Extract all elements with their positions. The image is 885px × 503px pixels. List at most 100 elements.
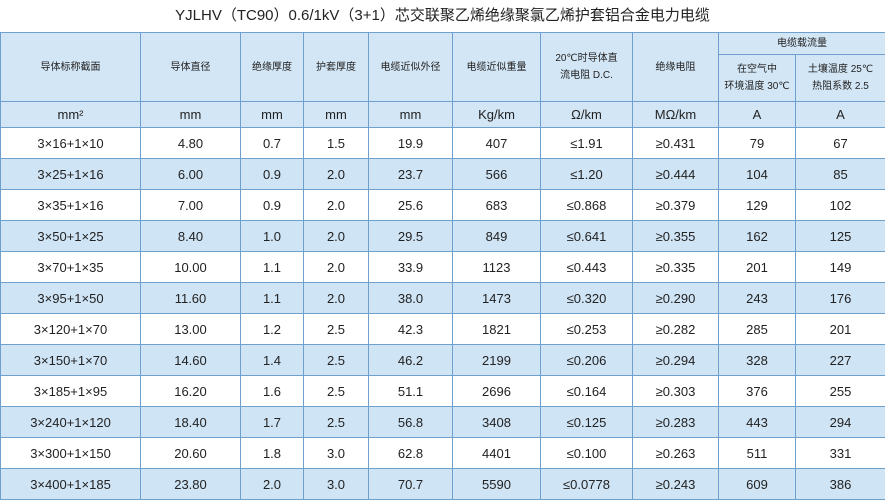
unit-cell: mm²: [0, 101, 141, 128]
data-cell: 1.1: [240, 282, 304, 314]
header-line: 电缆近似重量: [466, 61, 527, 73]
data-cell: 125: [795, 220, 885, 252]
data-cell: 3×35+1×16: [0, 189, 141, 221]
data-cell: 407: [452, 127, 541, 159]
data-cell: 5590: [452, 468, 541, 500]
data-cell: 1.1: [240, 251, 304, 283]
data-cell: 70.7: [368, 468, 453, 500]
data-cell: 0.9: [240, 189, 304, 221]
data-cell: ≥0.355: [632, 220, 719, 252]
data-row: 3×400+1×185 23.80 2.0 3.0 70.7 5590 ≤0.0778 ≥0.…: [0, 468, 885, 500]
data-cell: 2.0: [303, 282, 369, 314]
unit-cell: A: [795, 101, 885, 128]
data-cell: 1123: [452, 251, 541, 283]
data-cell: ≤0.100: [540, 437, 633, 469]
data-row: 3×16+1×10 4.80 0.7 1.5 19.9 407 ≤1.91 ≥0.431 79 6…: [0, 127, 885, 159]
data-cell: 62.8: [368, 437, 453, 469]
data-cell: ≥0.303: [632, 375, 719, 407]
data-cell: 2.5: [303, 406, 369, 438]
header-line: 绝缘电阻: [655, 61, 696, 73]
data-cell: 1821: [452, 313, 541, 345]
header-row: 导体标称截面 导体直径 绝缘厚度 护套厚度 电缆近似外径 电缆近似重量 20℃时导体直 流电阻…: [0, 32, 885, 102]
data-cell: 42.3: [368, 313, 453, 345]
header-cell: 绝缘电阻: [632, 32, 719, 102]
data-cell: 243: [718, 282, 796, 314]
data-cell: 3×240+1×120: [0, 406, 141, 438]
data-cell: 23.7: [368, 158, 453, 190]
unit-cell: mm: [140, 101, 241, 128]
data-cell: 20.60: [140, 437, 241, 469]
data-cell: 6.00: [140, 158, 241, 190]
data-cell: ≤0.206: [540, 344, 633, 376]
data-cell: ≤0.164: [540, 375, 633, 407]
unit-cell: mm: [303, 101, 369, 128]
data-cell: 79: [718, 127, 796, 159]
data-cell: 0.7: [240, 127, 304, 159]
data-cell: ≤1.91: [540, 127, 633, 159]
data-row: 3×70+1×35 10.00 1.1 2.0 33.9 1123 ≤0.443 ≥0.335…: [0, 251, 885, 283]
data-cell: 2.0: [303, 251, 369, 283]
data-row: 3×300+1×150 20.60 1.8 3.0 62.8 4401 ≤0.100 ≥0.2…: [0, 437, 885, 469]
data-cell: 201: [795, 313, 885, 345]
header-cell: 护套厚度: [303, 32, 369, 102]
data-cell: 13.00: [140, 313, 241, 345]
data-cell: 2199: [452, 344, 541, 376]
data-row: 3×120+1×70 13.00 1.2 2.5 42.3 1821 ≤0.253 ≥0.28…: [0, 313, 885, 345]
data-cell: 3×95+1×50: [0, 282, 141, 314]
header-group-cell: 电缆载流量: [718, 32, 885, 55]
data-cell: 255: [795, 375, 885, 407]
data-cell: 18.40: [140, 406, 241, 438]
data-cell: ≤0.320: [540, 282, 633, 314]
data-cell: 46.2: [368, 344, 453, 376]
data-cell: 2.5: [303, 313, 369, 345]
unit-cell: Kg/km: [452, 101, 541, 128]
data-row: 3×150+1×70 14.60 1.4 2.5 46.2 2199 ≤0.206 ≥0.29…: [0, 344, 885, 376]
data-cell: 19.9: [368, 127, 453, 159]
data-cell: 2.0: [303, 189, 369, 221]
data-row: 3×25+1×16 6.00 0.9 2.0 23.7 566 ≤1.20 ≥0.444 104…: [0, 158, 885, 190]
data-cell: 1.0: [240, 220, 304, 252]
data-cell: 14.60: [140, 344, 241, 376]
header-line: 电缆近似外径: [380, 61, 441, 73]
header-line: 导体直径: [170, 61, 211, 73]
data-cell: 1.5: [303, 127, 369, 159]
header-cell: 在空气中环境温度 30℃: [718, 54, 796, 102]
header-line: 环境温度 30℃: [724, 81, 790, 92]
data-cell: 201: [718, 251, 796, 283]
data-cell: 443: [718, 406, 796, 438]
data-cell: 85: [795, 158, 885, 190]
data-row: 3×50+1×25 8.40 1.0 2.0 29.5 849 ≤0.641 ≥0.355 16…: [0, 220, 885, 252]
header-row: 在空气中 环境温度 30℃ 土壤温度 25℃ 热阻系数 2.5: [1, 54, 885, 102]
header-line: 导体标称截面: [40, 61, 101, 73]
data-cell: 4.80: [140, 127, 241, 159]
data-row: 3×185+1×95 16.20 1.6 2.5 51.1 2696 ≤0.164 ≥0.30…: [0, 375, 885, 407]
data-cell: 3×185+1×95: [0, 375, 141, 407]
header-line: 热阻系数 2.5: [812, 81, 869, 92]
header-cell: 电缆近似外径: [368, 32, 453, 102]
data-cell: 2696: [452, 375, 541, 407]
data-cell: 1.2: [240, 313, 304, 345]
data-cell: ≤1.20: [540, 158, 633, 190]
unit-cell: MΩ/km: [632, 101, 719, 128]
data-cell: ≥0.335: [632, 251, 719, 283]
data-cell: 4401: [452, 437, 541, 469]
data-cell: 3.0: [303, 437, 369, 469]
cable-table: 导体标称截面 导体直径 绝缘厚度 护套厚度 电缆近似外径 电缆近似重量 20℃时导体直 流电阻…: [0, 32, 885, 500]
header-line: 20℃时导体直: [555, 53, 618, 64]
data-cell: 1473: [452, 282, 541, 314]
header-line: 在空气中: [737, 64, 777, 75]
data-cell: 0.9: [240, 158, 304, 190]
header-cell: 电缆近似重量: [452, 32, 541, 102]
data-cell: 294: [795, 406, 885, 438]
data-cell: 3×16+1×10: [0, 127, 141, 159]
header-line: 护套厚度: [316, 61, 356, 73]
data-cell: 25.6: [368, 189, 453, 221]
units-row: mm² mm mm mm mm Kg/km Ω/km MΩ/km A A: [0, 101, 885, 128]
data-cell: 1.7: [240, 406, 304, 438]
data-cell: 176: [795, 282, 885, 314]
data-row: 3×35+1×16 7.00 0.9 2.0 25.6 683 ≤0.868 ≥0.379 12…: [0, 189, 885, 221]
data-cell: 376: [718, 375, 796, 407]
data-cell: 3×300+1×150: [0, 437, 141, 469]
data-cell: 2.5: [303, 344, 369, 376]
data-cell: 511: [718, 437, 796, 469]
